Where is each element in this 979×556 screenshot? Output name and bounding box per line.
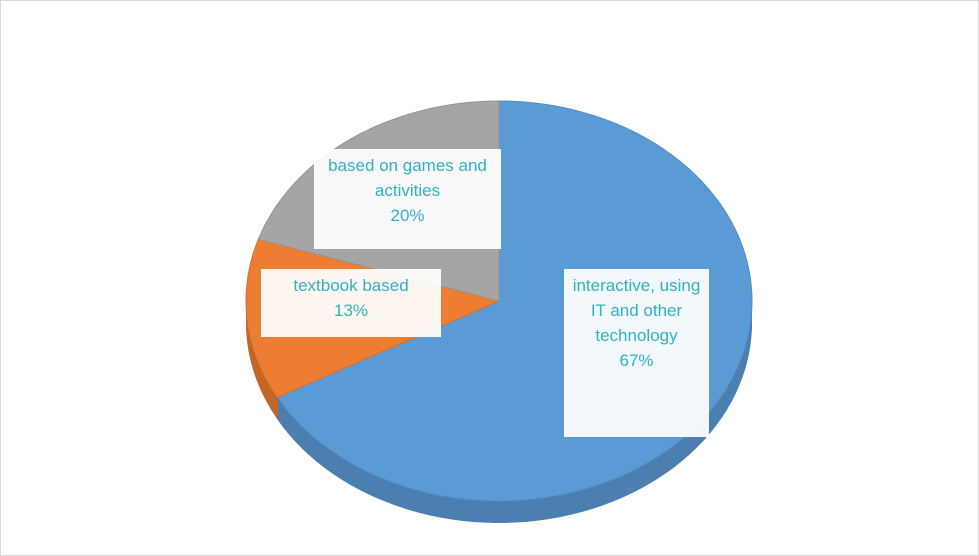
data-label: based on games and activities 20% (314, 149, 501, 249)
label-value: 13% (333, 301, 369, 320)
label-category: based on games and activities (328, 156, 487, 200)
label-value: 67% (619, 351, 654, 370)
data-label: interactive, using IT and other technolo… (564, 269, 709, 437)
data-label: textbook based 13% (261, 269, 441, 337)
label-value: 20% (390, 206, 425, 225)
label-category: interactive, using IT and other technolo… (572, 276, 701, 345)
label-category: textbook based (293, 276, 409, 295)
